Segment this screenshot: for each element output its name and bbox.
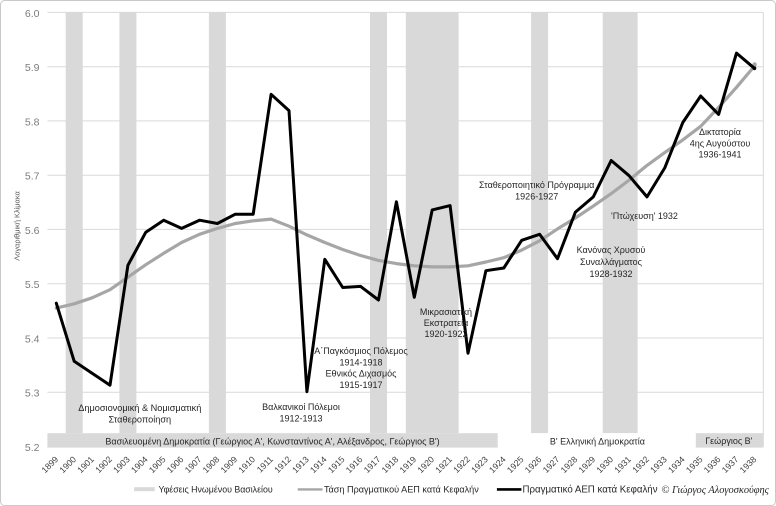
svg-text:5.7: 5.7 [25, 171, 40, 183]
svg-text:5.8: 5.8 [25, 116, 40, 128]
svg-text:5.6: 5.6 [25, 225, 40, 237]
svg-text:Εθνικός Διχασμός: Εθνικός Διχασμός [325, 369, 397, 379]
svg-text:© Γιώργος Αλογοσκούφης: © Γιώργος Αλογοσκούφης [662, 485, 770, 496]
svg-text:5.5: 5.5 [25, 279, 40, 291]
svg-text:5.3: 5.3 [25, 388, 40, 400]
svg-text:5.4: 5.4 [25, 333, 40, 345]
svg-text:1928-1932: 1928-1932 [589, 269, 632, 279]
svg-text:1936-1941: 1936-1941 [698, 150, 741, 160]
svg-text:Δικτατορία: Δικτατορία [699, 127, 741, 137]
svg-text:Σταθεροποίηση: Σταθεροποίηση [108, 414, 171, 424]
svg-text:Υφέσεις Ηνωμένου Βασιλείου: Υφέσεις Ηνωμένου Βασιλείου [159, 485, 273, 495]
svg-text:Γεώργιος Β': Γεώργιος Β' [705, 436, 752, 446]
svg-text:1915-1917: 1915-1917 [339, 380, 382, 390]
svg-text:Α΄Παγκόσμιος Πόλεμος: Α΄Παγκόσμιος Πόλεμος [314, 346, 408, 356]
svg-text:Κανόνας Χρυσού: Κανόνας Χρυσού [577, 245, 646, 255]
svg-text:Πραγματικό ΑΕΠ κατά Κεφαλήν: Πραγματικό ΑΕΠ κατά Κεφαλήν [523, 485, 658, 496]
svg-text:Βασιλευομένη Δημοκρατία (Γεώργ: Βασιλευομένη Δημοκρατία (Γεώργιος Α', Κω… [105, 436, 439, 446]
svg-text:5.9: 5.9 [25, 62, 40, 74]
svg-text:Μικρασιατική: Μικρασιατική [420, 307, 472, 317]
svg-text:4ης Αυγούστου: 4ης Αυγούστου [690, 138, 751, 148]
svg-text:Συναλλάγματος: Συναλλάγματος [580, 257, 643, 267]
svg-text:1926-1927: 1926-1927 [515, 191, 558, 201]
svg-text:5.2: 5.2 [25, 442, 40, 454]
svg-text:Τάση Πραγματικού ΑΕΠ κατά Κεφα: Τάση Πραγματικού ΑΕΠ κατά Κεφαλήν [324, 485, 479, 495]
svg-text:Δημοσιονομική & Νομισματική: Δημοσιονομική & Νομισματική [78, 403, 201, 413]
svg-text:Σταθεροποιητικό Πρόγραμμα: Σταθεροποιητικό Πρόγραμμα [479, 180, 594, 190]
svg-text:6.0: 6.0 [25, 8, 40, 20]
svg-text:Β' Ελληνική Δημοκρατία: Β' Ελληνική Δημοκρατία [550, 436, 645, 446]
svg-text:1914-1918: 1914-1918 [339, 357, 382, 367]
svg-text:Βαλκανικοί Πόλεμοι: Βαλκανικοί Πόλεμοι [262, 402, 340, 412]
svg-text:1920-1922: 1920-1922 [424, 329, 467, 339]
svg-text:Λογαριθμική Κλίμακα: Λογαριθμική Κλίμακα [13, 191, 22, 261]
svg-text:Εκστρατεία: Εκστρατεία [424, 318, 469, 328]
svg-text:'Πτώχευση' 1932: 'Πτώχευση' 1932 [611, 211, 678, 221]
svg-text:1912-1913: 1912-1913 [279, 413, 322, 423]
